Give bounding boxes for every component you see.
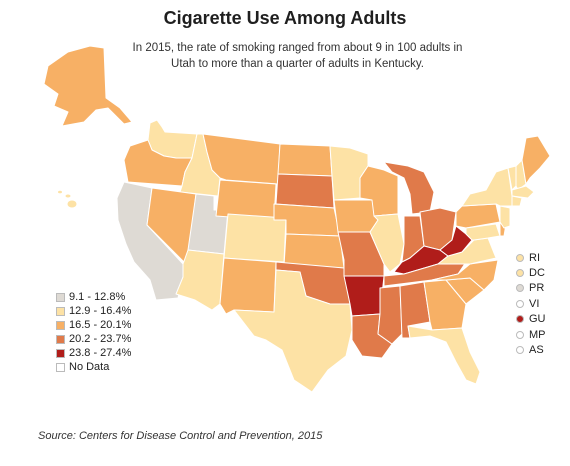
- legend-label: No Data: [69, 361, 110, 373]
- state-ks[interactable]: [283, 233, 345, 269]
- territory-legend: RI DC PR VI GU MP AS: [516, 250, 546, 358]
- state-sd[interactable]: [275, 173, 335, 209]
- state-md[interactable]: [465, 223, 501, 241]
- state-fl[interactable]: [407, 325, 481, 385]
- map-legend: 9.1 - 12.8% 12.9 - 16.4% 16.5 - 20.1% 20.2 …: [56, 290, 131, 374]
- territory-label: AS: [529, 344, 544, 357]
- territory-item[interactable]: VI: [516, 296, 546, 311]
- territory-dot: [516, 346, 524, 355]
- legend-label: 9.1 - 12.8%: [69, 291, 126, 303]
- legend-item: 23.8 - 27.4%: [56, 346, 131, 360]
- state-nm[interactable]: [219, 257, 277, 315]
- legend-swatch: [56, 306, 65, 316]
- territory-label: DC: [529, 267, 545, 280]
- state-tx[interactable]: [233, 269, 353, 393]
- territory-label: MP: [529, 328, 546, 341]
- legend-label: 16.5 - 20.1%: [69, 319, 132, 331]
- state-me[interactable]: [521, 135, 551, 185]
- legend-label: 12.9 - 16.4%: [69, 305, 132, 317]
- state-nc[interactable]: [431, 259, 499, 291]
- page-title: Cigarette Use Among Adults: [163, 8, 407, 28]
- state-ny[interactable]: [461, 167, 513, 207]
- state-ak[interactable]: [43, 45, 133, 127]
- territory-label: RI: [529, 251, 540, 264]
- territory-dot: [516, 253, 524, 262]
- state-il[interactable]: [369, 213, 405, 273]
- state-ct[interactable]: [511, 195, 523, 207]
- legend-item: 12.9 - 16.4%: [56, 304, 131, 318]
- territory-label: GU: [529, 313, 546, 326]
- state-ia[interactable]: [333, 199, 379, 233]
- territory-item[interactable]: GU: [516, 312, 546, 327]
- territory-dot: [516, 315, 524, 324]
- territory-dot: [516, 330, 524, 339]
- legend-swatch: [56, 348, 65, 358]
- state-nj[interactable]: [499, 205, 511, 229]
- territory-dot: [516, 299, 524, 308]
- territory-dot: [516, 269, 524, 278]
- source-note: Source: Centers for Disease Control and …: [38, 430, 323, 442]
- state-nd[interactable]: [277, 143, 333, 177]
- legend-item: No Data: [56, 360, 131, 374]
- legend-item: 20.2 - 23.7%: [56, 332, 131, 346]
- legend-label: 23.8 - 27.4%: [69, 347, 132, 359]
- territory-item[interactable]: AS: [516, 342, 546, 357]
- territory-label: PR: [529, 282, 545, 295]
- state-wv[interactable]: [439, 225, 473, 257]
- legend-swatch: [56, 292, 65, 302]
- state-ms[interactable]: [377, 285, 403, 345]
- territory-dot: [516, 284, 524, 293]
- state-co[interactable]: [223, 213, 287, 263]
- state-wy[interactable]: [215, 179, 277, 221]
- territory-item[interactable]: RI: [516, 250, 546, 265]
- territory-label: VI: [529, 297, 540, 310]
- legend-swatch: [56, 362, 65, 372]
- legend-swatch: [56, 320, 65, 330]
- state-hi[interactable]: [57, 189, 78, 209]
- territory-item[interactable]: PR: [516, 281, 546, 296]
- state-ma[interactable]: [511, 185, 535, 199]
- state-tn[interactable]: [383, 261, 467, 287]
- legend-swatch: [56, 334, 65, 344]
- territory-item[interactable]: MP: [516, 327, 546, 342]
- legend-label: 20.2 - 23.7%: [69, 333, 132, 345]
- legend-item: 9.1 - 12.8%: [56, 290, 131, 304]
- subtitle: In 2015, the rate of smoking ranged from…: [132, 42, 463, 70]
- legend-item: 16.5 - 20.1%: [56, 318, 131, 332]
- territory-item[interactable]: DC: [516, 265, 546, 280]
